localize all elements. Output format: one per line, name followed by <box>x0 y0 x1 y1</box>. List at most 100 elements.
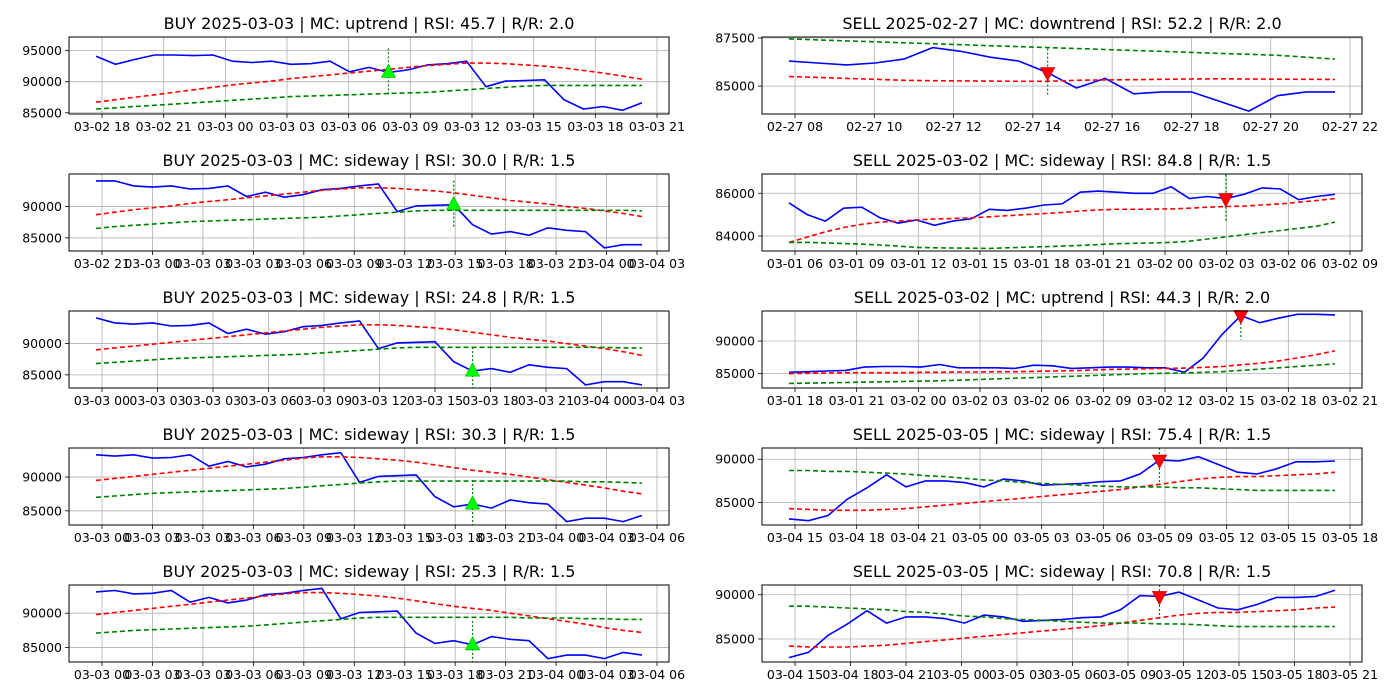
chart-title: SELL 2025-03-05 | MC: sideway | RSI: 70.… <box>853 562 1272 581</box>
x-tick-label: 03-02 21 <box>74 256 130 271</box>
y-tick-label: 85000 <box>715 631 755 646</box>
x-tick-label: 03-03 18 <box>478 256 534 271</box>
upper-band-line <box>95 455 643 495</box>
upper-band-line <box>95 187 643 218</box>
y-tick-label: 87500 <box>715 30 755 45</box>
y-tick-label: 90000 <box>715 587 755 602</box>
plot-frame <box>761 173 1363 252</box>
price-line <box>95 54 643 112</box>
x-tick-label: 03-04 00 <box>528 530 584 545</box>
upper-band-line <box>788 471 1336 512</box>
x-tick-label: 03-03 12 <box>351 393 407 408</box>
x-tick-label: 03-01 15 <box>952 256 1008 271</box>
lower-band-line <box>95 84 642 110</box>
x-tick-label: 03-03 09 <box>276 530 332 545</box>
x-tick-label: 03-03 03 <box>175 256 231 271</box>
x-tick-label: 03-02 18 <box>1260 393 1316 408</box>
price-line <box>788 455 1336 522</box>
sell-signal-marker <box>1151 454 1168 469</box>
x-tick-label: 03-01 06 <box>767 256 823 271</box>
lower-band-line <box>95 616 642 634</box>
y-tick-label: 84000 <box>715 229 755 244</box>
x-tick-label: 03-03 12 <box>326 667 382 682</box>
x-tick-label: 03-04 06 <box>629 530 685 545</box>
x-tick-label: 03-02 00 <box>890 393 946 408</box>
y-tick-label: 90000 <box>22 606 62 621</box>
upper-band-line <box>788 350 1336 375</box>
plot-frame <box>68 447 670 526</box>
x-tick-label: 03-02 03 <box>952 393 1008 408</box>
x-tick-label: 03-04 00 <box>528 667 584 682</box>
y-tick-label: 90000 <box>22 199 62 214</box>
x-tick-label: 03-03 09 <box>382 119 438 134</box>
x-tick-label: 03-05 12 <box>1155 667 1211 682</box>
lower-band-line <box>95 480 643 499</box>
x-tick-label: 03-01 09 <box>829 256 885 271</box>
x-tick-label: 03-03 00 <box>74 667 130 682</box>
buy-signal-marker <box>464 362 481 377</box>
x-tick-label: 03-05 03 <box>1014 530 1070 545</box>
y-tick-label: 85000 <box>715 366 755 381</box>
x-tick-label: 03-03 12 <box>444 119 500 134</box>
x-tick-label: 03-03 03 <box>124 530 180 545</box>
x-tick-label: 03-03 12 <box>326 530 382 545</box>
plot-frame <box>68 36 670 115</box>
upper-band-line <box>788 197 1336 244</box>
x-tick-label: 03-02 09 <box>1322 256 1378 271</box>
x-tick-label: 03-03 15 <box>506 119 562 134</box>
x-tick-label: 03-04 21 <box>890 530 946 545</box>
x-tick-label: 03-05 09 <box>1100 667 1156 682</box>
sell-signal-marker <box>1039 67 1056 82</box>
x-tick-label: 03-03 03 <box>225 256 281 271</box>
x-tick-label: 03-02 21 <box>136 119 192 134</box>
x-tick-label: 03-04 18 <box>829 530 885 545</box>
x-tick-label: 03-03 03 <box>175 667 231 682</box>
x-tick-label: 03-03 12 <box>377 256 433 271</box>
x-tick-label: 03-04 03 <box>629 256 685 271</box>
chart-panel: 03-02 18 03-02 21 03-03 00 03-03 03 03-03 06… <box>22 14 685 134</box>
x-tick-label: 03-03 00 <box>197 119 253 134</box>
x-tick-label: 03-03 09 <box>296 393 352 408</box>
x-tick-label: 03-04 03 <box>578 530 634 545</box>
price-line <box>95 587 643 660</box>
x-tick-label: 03-03 21 <box>518 393 574 408</box>
x-tick-label: 03-02 03 <box>1199 256 1255 271</box>
x-tick-label: 03-03 15 <box>377 530 433 545</box>
x-tick-label: 03-04 18 <box>822 667 878 682</box>
x-tick-label: 03-04 03 <box>578 667 634 682</box>
x-tick-label: 03-03 06 <box>276 256 332 271</box>
x-tick-label: 03-03 09 <box>326 256 382 271</box>
x-tick-label: 03-02 15 <box>1199 393 1255 408</box>
x-tick-label: 03-03 18 <box>427 530 483 545</box>
x-tick-label: 03-03 03 <box>185 393 241 408</box>
x-tick-label: 03-05 18 <box>1322 530 1378 545</box>
upper-band-line <box>788 75 1336 83</box>
chart-title: BUY 2025-03-03 | MC: sideway | RSI: 30.3… <box>163 425 576 444</box>
x-tick-label: 03-05 00 <box>933 667 989 682</box>
y-tick-label: 95000 <box>22 43 62 58</box>
x-tick-label: 03-05 00 <box>952 530 1008 545</box>
x-tick-label: 03-05 15 <box>1260 530 1316 545</box>
chart-title: SELL 2025-03-02 | MC: uptrend | RSI: 44.… <box>854 288 1270 307</box>
x-tick-label: 02-27 18 <box>1163 119 1219 134</box>
x-tick-label: 03-03 09 <box>276 667 332 682</box>
sell-signal-marker <box>1218 193 1234 208</box>
x-tick-label: 03-04 06 <box>629 667 685 682</box>
y-tick-label: 85000 <box>22 105 62 120</box>
upper-band-line <box>95 591 643 634</box>
x-tick-label: 03-03 00 <box>74 530 130 545</box>
price-line <box>788 589 1336 659</box>
x-tick-label: 03-03 18 <box>567 119 623 134</box>
chart-panel: 02-27 08 02-27 10 02-27 12 02-27 14 02-27 16… <box>715 14 1378 134</box>
x-tick-label: 03-03 06 <box>225 530 281 545</box>
y-tick-label: 90000 <box>715 334 755 349</box>
y-tick-label: 85000 <box>22 640 62 655</box>
plot-frame <box>761 36 1363 115</box>
lower-band-line <box>95 209 643 230</box>
y-tick-label: 90000 <box>22 74 62 89</box>
x-tick-label: 03-03 21 <box>478 530 534 545</box>
buy-signal-marker <box>446 195 462 211</box>
plot-frame <box>761 584 1363 663</box>
x-tick-label: 03-03 00 <box>124 256 180 271</box>
